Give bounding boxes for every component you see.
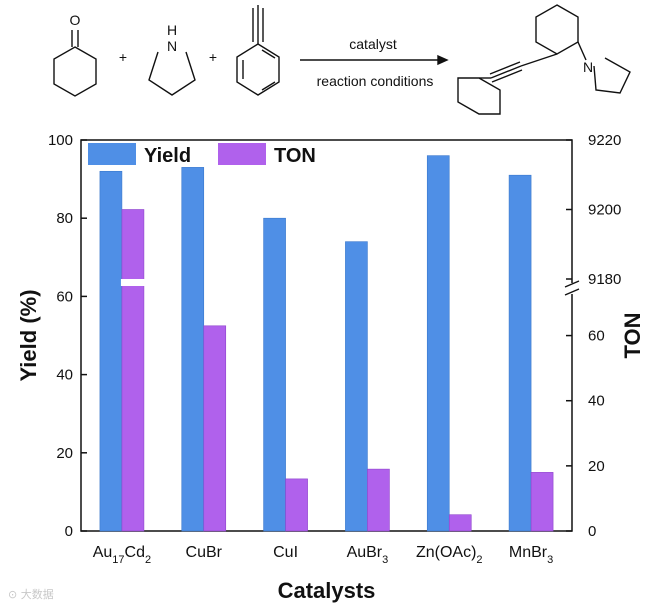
- plus-sign-2: +: [209, 49, 217, 65]
- y-axis-title: Yield (%): [16, 289, 41, 381]
- arrow-label-catalyst: catalyst: [349, 36, 397, 52]
- y2-tick-label: 0: [588, 523, 596, 540]
- arrow-label-conditions: reaction conditions: [317, 73, 434, 89]
- yield-bar: [345, 241, 368, 532]
- y2-axis-title: TON: [620, 312, 645, 358]
- ton-bar: [203, 325, 227, 532]
- amine-nitrogen-label: N: [167, 38, 177, 54]
- x-tick-label: AuBr3: [347, 544, 389, 566]
- cyclohexanone-structure: [53, 30, 97, 97]
- x-tick-label: MnBr3: [509, 544, 553, 566]
- yield-bar: [99, 170, 123, 532]
- y2-tick-label: 40: [588, 393, 605, 410]
- x-tick-label: Zn(OAc)2: [416, 544, 483, 566]
- ton-bar: [367, 468, 390, 532]
- y-tick-label: 80: [56, 210, 73, 227]
- ton-bar: [530, 472, 554, 532]
- yield-bar: [181, 167, 205, 532]
- x-tick-label: Au17Cd2: [93, 544, 151, 566]
- ton-bar: [285, 478, 308, 532]
- ton-bar-break: [120, 279, 145, 286]
- plus-sign-1: +: [119, 49, 127, 65]
- x-axis-title: Catalysts: [278, 578, 376, 603]
- y2-tick-label: 9220: [588, 132, 621, 149]
- reaction-arrow: [300, 54, 449, 66]
- ton-bar: [448, 514, 472, 532]
- yield-bar: [426, 155, 450, 532]
- x-tick-label: CuBr: [186, 544, 223, 561]
- y-tick-label: 100: [48, 132, 73, 149]
- legend-label: Yield: [144, 145, 191, 167]
- product-nitrogen-label: N: [583, 59, 593, 75]
- legend-label: TON: [274, 145, 316, 167]
- axis-break-gap: [569, 283, 575, 294]
- legend-swatch: [88, 143, 136, 165]
- phenylacetylene-structure: [236, 5, 280, 96]
- y2-tick-label: 9180: [588, 271, 621, 288]
- watermark: ⊙ 大数据: [8, 588, 54, 601]
- yield-bar: [263, 217, 286, 532]
- y-tick-label: 20: [56, 445, 73, 462]
- y-tick-label: 0: [65, 523, 73, 540]
- propargylamine-product-structure: [457, 4, 631, 115]
- reaction-scheme: O + N H + catalyst reaction conditions N: [53, 4, 631, 115]
- plot-frame: [80, 139, 573, 532]
- ketone-oxygen-label: O: [70, 12, 81, 28]
- y-tick-label: 60: [56, 288, 73, 305]
- yield-bar: [508, 174, 532, 532]
- x-tick-label: CuI: [273, 544, 298, 561]
- legend-swatch: [218, 143, 266, 165]
- y2-tick-label: 60: [588, 328, 605, 345]
- amine-hydrogen-label: H: [167, 22, 177, 38]
- y2-tick-label: 20: [588, 458, 605, 475]
- axis-break-mark: [564, 280, 580, 288]
- ton-bar: [121, 209, 145, 532]
- axis-break-mark: [564, 288, 580, 296]
- pyrrolidine-structure: [148, 51, 196, 96]
- y-tick-label: 40: [56, 367, 73, 384]
- y2-tick-label: 9200: [588, 202, 621, 219]
